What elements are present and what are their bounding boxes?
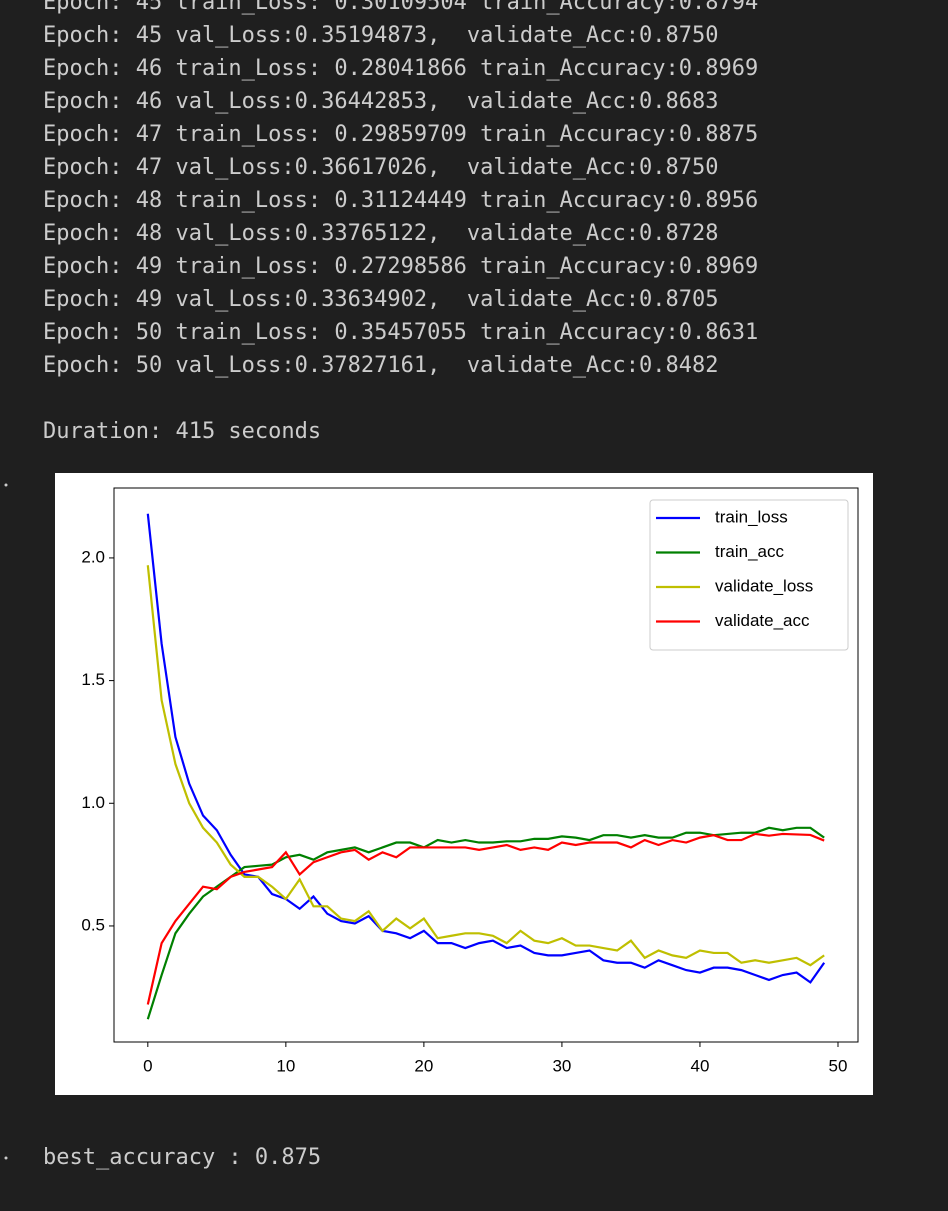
legend-label: validate_acc [715, 611, 810, 630]
x-tick-label: 0 [143, 1056, 152, 1075]
log-line: Epoch: 49 val_Loss:0.33634902, validate_… [43, 287, 719, 312]
duration: Duration: 415 seconds [43, 419, 321, 444]
y-tick-label: 2.0 [81, 547, 105, 566]
output-marker [4, 483, 8, 487]
log-line: Epoch: 46 train_Loss: 0.28041866 train_A… [43, 56, 758, 81]
x-tick-label: 30 [552, 1056, 571, 1075]
log-line: Epoch: 45 val_Loss:0.35194873, validate_… [43, 23, 719, 48]
x-tick-label: 40 [690, 1056, 709, 1075]
x-tick-label: 50 [829, 1056, 848, 1075]
best-accuracy: best_accuracy : 0.875 [43, 1145, 321, 1170]
plot-frame [113, 487, 859, 1043]
log-line: Epoch: 48 val_Loss:0.33765122, validate_… [43, 221, 719, 246]
series-line [146, 565, 825, 967]
log-line: Epoch: 50 train_Loss: 0.35457055 train_A… [43, 320, 758, 345]
legend-label: validate_loss [715, 576, 813, 595]
log-line: Epoch: 46 val_Loss:0.36442853, validate_… [43, 89, 719, 114]
y-tick-label: 0.5 [81, 915, 105, 934]
y-tick-label: 1.5 [81, 670, 105, 689]
legend-label: train_acc [715, 542, 784, 561]
legend-box [649, 499, 849, 651]
x-tick-label: 10 [276, 1056, 295, 1075]
log-line: Epoch: 47 val_Loss:0.36617026, validate_… [43, 155, 719, 180]
log-line: Epoch: 47 train_Loss: 0.29859709 train_A… [43, 122, 758, 147]
log-line: Epoch: 49 train_Loss: 0.27298586 train_A… [43, 254, 758, 279]
log-line: Epoch: 45 train_Loss: 0.30109504 train_A… [43, 0, 758, 15]
x-tick-label: 20 [414, 1056, 433, 1075]
series-line [146, 832, 825, 1005]
log-line: Epoch: 50 val_Loss:0.37827161, validate_… [43, 353, 719, 378]
log-line: Epoch: 48 train_Loss: 0.31124449 train_A… [43, 188, 758, 213]
legend-label: train_loss [715, 507, 788, 526]
output-marker [4, 1156, 8, 1160]
y-tick-label: 1.0 [81, 793, 105, 812]
